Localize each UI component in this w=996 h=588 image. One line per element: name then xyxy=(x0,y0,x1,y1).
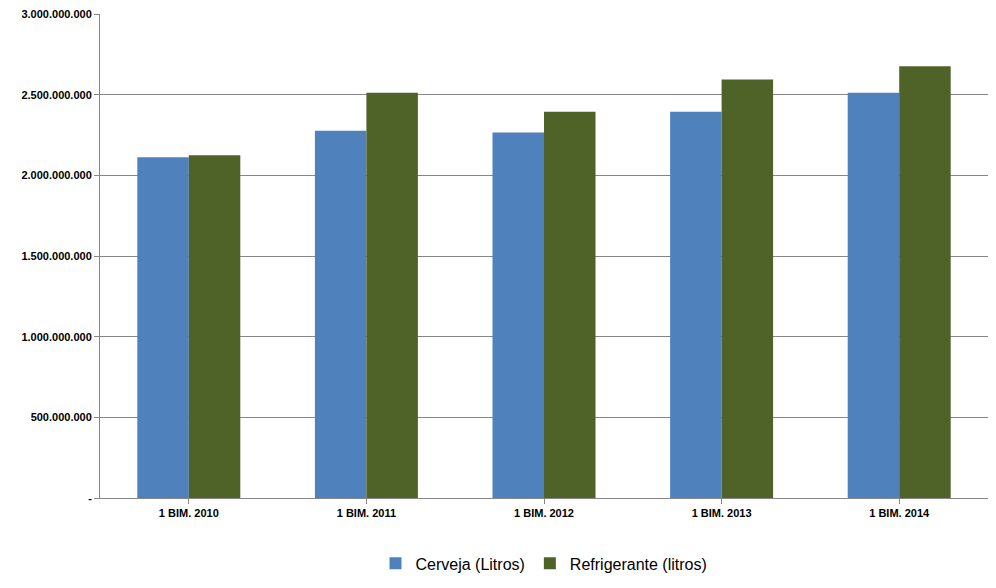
svg-text:-: - xyxy=(88,492,92,504)
svg-text:1 BIM. 2011: 1 BIM. 2011 xyxy=(337,507,396,519)
svg-text:1 BIM. 2014: 1 BIM. 2014 xyxy=(869,507,930,519)
svg-text:1 BIM. 2012: 1 BIM. 2012 xyxy=(514,507,574,519)
svg-text:Refrigerante (litros): Refrigerante (litros) xyxy=(570,556,707,573)
svg-text:1 BIM. 2013: 1 BIM. 2013 xyxy=(692,507,752,519)
svg-text:1.500.000.000: 1.500.000.000 xyxy=(21,250,91,262)
svg-text:3.000.000.000: 3.000.000.000 xyxy=(21,8,91,20)
svg-text:500.000.000: 500.000.000 xyxy=(31,411,92,423)
svg-text:1.000.000.000: 1.000.000.000 xyxy=(21,331,91,343)
svg-text:2.000.000.000: 2.000.000.000 xyxy=(21,169,91,181)
svg-text:1 BIM. 2010: 1 BIM. 2010 xyxy=(159,507,219,519)
svg-text:2.500.000.000: 2.500.000.000 xyxy=(21,89,91,101)
svg-text:Cerveja (Litros): Cerveja (Litros) xyxy=(416,556,525,573)
